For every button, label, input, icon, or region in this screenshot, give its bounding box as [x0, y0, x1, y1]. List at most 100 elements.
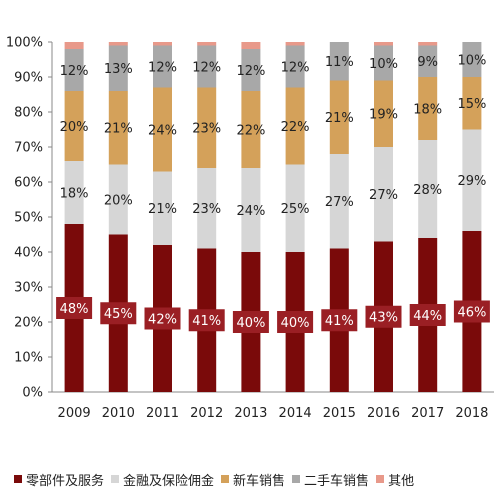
legend-item: 新车销售	[221, 470, 285, 489]
x-tick-label: 2016	[367, 406, 400, 421]
x-tick-label: 2018	[455, 406, 488, 421]
legend-label: 其他	[388, 473, 415, 489]
y-tick-label: 30%	[14, 281, 43, 296]
bar-segment	[64, 49, 84, 91]
bar-segment	[462, 77, 482, 130]
data-label: 10%	[369, 57, 398, 72]
data-label: 44%	[413, 309, 442, 324]
data-label-box	[321, 309, 358, 332]
data-label: 27%	[325, 195, 354, 210]
data-label: 29%	[457, 174, 486, 189]
bar-segment	[241, 168, 261, 252]
data-label: 28%	[413, 183, 442, 198]
data-label: 25%	[281, 202, 310, 217]
data-label: 27%	[369, 188, 398, 203]
data-label: 10%	[457, 53, 486, 68]
bar-segment	[64, 91, 84, 161]
legend-swatch	[376, 475, 385, 483]
bar-segment	[418, 140, 438, 238]
data-label: 11%	[325, 55, 354, 70]
bar-segment	[64, 161, 84, 224]
legend-swatch	[292, 475, 301, 483]
data-label: 9%	[417, 55, 438, 70]
bar-segment	[329, 80, 349, 154]
data-label: 12%	[236, 64, 265, 79]
y-tick-label: 60%	[14, 176, 43, 191]
bar-segment	[462, 129, 482, 231]
data-label-box	[277, 311, 314, 333]
data-label: 22%	[281, 120, 310, 135]
bar-segment	[285, 45, 305, 88]
chart-legend: 零部件及服务 金融及保险佣金 新车销售 二手车销售 其他	[14, 469, 500, 489]
data-label: 20%	[60, 120, 89, 135]
bar-segment	[374, 80, 393, 147]
data-label: 40%	[236, 316, 265, 331]
bar-segment	[197, 45, 217, 88]
bar-segment	[285, 42, 305, 46]
data-label: 45%	[104, 307, 133, 322]
bar-segment	[329, 42, 349, 81]
y-tick-label: 70%	[14, 141, 43, 156]
bar-segment	[374, 45, 393, 81]
y-tick-label: 90%	[14, 71, 43, 86]
data-label: 23%	[192, 202, 221, 217]
data-label-box	[365, 305, 402, 328]
legend-item: 金融及保险佣金	[111, 470, 214, 489]
data-label: 21%	[104, 122, 133, 137]
bar-segment	[197, 42, 217, 46]
legend-item: 零部件及服务	[14, 470, 104, 489]
legend-item: 二手车销售	[292, 470, 369, 489]
y-tick-label: 40%	[14, 246, 43, 261]
x-tick-label: 2009	[58, 406, 91, 421]
bar-segment	[285, 164, 305, 252]
data-label-box	[56, 297, 93, 319]
bar-segment	[197, 168, 217, 249]
legend-swatch	[14, 475, 22, 483]
data-label: 19%	[369, 108, 398, 123]
data-label: 12%	[192, 60, 221, 75]
x-tick-label: 2011	[146, 406, 179, 421]
data-label: 48%	[60, 302, 89, 317]
data-label: 46%	[457, 305, 486, 320]
bar-segment	[108, 164, 128, 235]
data-label: 42%	[148, 312, 177, 327]
bar-segment	[108, 91, 128, 165]
legend-item: 其他	[376, 470, 414, 489]
y-tick-label: 100%	[6, 36, 43, 51]
data-label: 41%	[192, 314, 221, 329]
chart-canvas: 0% 10% 20% 30% 40% 50% 60% 70% 80% 90% 100% 2009 201…	[6, 36, 494, 421]
data-label-box	[409, 304, 446, 326]
legend-label: 零部件及服务	[26, 473, 105, 489]
bar-segment	[241, 91, 261, 168]
bar-segment	[418, 45, 438, 77]
legend-swatch	[111, 475, 120, 483]
bar-segment	[108, 42, 128, 46]
data-label: 21%	[148, 202, 177, 217]
data-label-box	[188, 309, 225, 332]
x-tick-label: 2012	[190, 406, 223, 421]
bar-segment	[241, 49, 261, 91]
legend-swatch	[221, 475, 230, 483]
x-tick-label: 2017	[411, 406, 444, 421]
data-label: 18%	[413, 102, 442, 117]
data-label-box	[100, 302, 137, 325]
data-label: 43%	[369, 311, 398, 326]
bar-segment	[197, 87, 217, 168]
data-label-box	[232, 311, 269, 333]
y-tick-label: 0%	[22, 386, 43, 401]
data-label: 12%	[60, 64, 89, 79]
data-label: 15%	[457, 97, 486, 112]
bar-segment	[418, 42, 438, 46]
data-label: 12%	[148, 60, 177, 75]
x-tick-label: 2015	[323, 406, 356, 421]
data-label: 18%	[60, 186, 89, 201]
legend-label: 新车销售	[233, 473, 286, 489]
bar-segment	[241, 42, 261, 49]
data-label: 22%	[236, 123, 265, 138]
y-tick-label: 10%	[14, 351, 43, 366]
x-tick-label: 2013	[234, 406, 267, 421]
bar-segment	[64, 42, 84, 49]
legend-label: 金融及保险佣金	[123, 473, 215, 489]
bar-segment	[285, 87, 305, 165]
